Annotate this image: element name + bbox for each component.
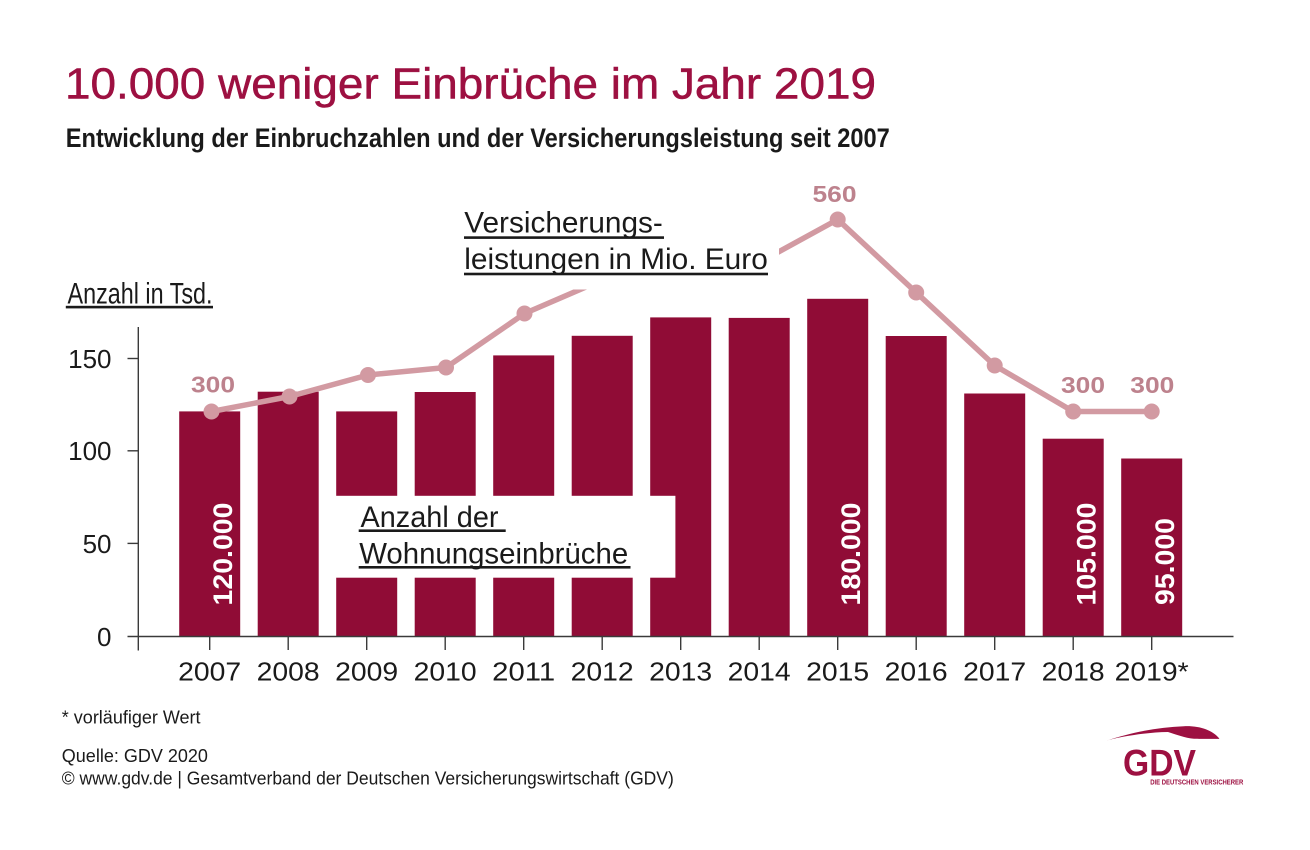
svg-text:2011: 2011 (492, 657, 555, 687)
svg-text:2008: 2008 (257, 657, 320, 687)
svg-text:10.000 weniger Einbrüche im Ja: 10.000 weniger Einbrüche im Jahr 2019 (65, 60, 876, 109)
svg-text:2016: 2016 (885, 657, 948, 687)
svg-text:2010: 2010 (414, 657, 477, 687)
svg-text:300: 300 (1130, 372, 1174, 398)
svg-text:2007: 2007 (178, 657, 241, 687)
svg-text:2018: 2018 (1042, 657, 1105, 687)
svg-text:Versicherungs-: Versicherungs- (464, 206, 663, 239)
svg-text:560: 560 (813, 181, 857, 207)
svg-text:Quelle: GDV 2020: Quelle: GDV 2020 (62, 746, 208, 766)
svg-text:GDV: GDV (1123, 743, 1196, 784)
svg-text:0: 0 (97, 622, 111, 652)
svg-text:Wohnungseinbrüche: Wohnungseinbrüche (359, 538, 628, 571)
svg-text:DIE DEUTSCHEN VERSICHERER: DIE DEUTSCHEN VERSICHERER (1150, 777, 1244, 786)
svg-text:180.000: 180.000 (836, 503, 866, 606)
svg-text:105.000: 105.000 (1072, 503, 1102, 606)
svg-text:2017: 2017 (963, 657, 1026, 687)
svg-text:Anzahl der: Anzahl der (361, 501, 499, 534)
svg-text:© www.gdv.de | Gesamtverband d: © www.gdv.de | Gesamtverband der Deutsch… (62, 768, 674, 788)
svg-text:100: 100 (68, 436, 111, 466)
svg-text:* vorläufiger Wert: * vorläufiger Wert (62, 708, 201, 728)
svg-text:Anzahl in Tsd.: Anzahl in Tsd. (68, 277, 213, 310)
svg-text:2014: 2014 (728, 657, 791, 687)
svg-text:95.000: 95.000 (1150, 518, 1180, 605)
svg-text:2019*: 2019* (1115, 657, 1189, 687)
svg-text:150: 150 (68, 344, 111, 374)
svg-text:2013: 2013 (649, 657, 712, 687)
svg-text:300: 300 (191, 372, 235, 398)
svg-text:2015: 2015 (806, 657, 869, 687)
svg-text:leistungen in Mio. Euro: leistungen in Mio. Euro (464, 243, 768, 276)
svg-text:Entwicklung der Einbruchzahlen: Entwicklung der Einbruchzahlen und der V… (66, 123, 890, 153)
svg-text:50: 50 (83, 529, 112, 559)
svg-text:300: 300 (1061, 372, 1105, 398)
svg-text:120.000: 120.000 (208, 503, 238, 606)
svg-text:2009: 2009 (335, 657, 398, 687)
svg-text:2012: 2012 (571, 657, 634, 687)
